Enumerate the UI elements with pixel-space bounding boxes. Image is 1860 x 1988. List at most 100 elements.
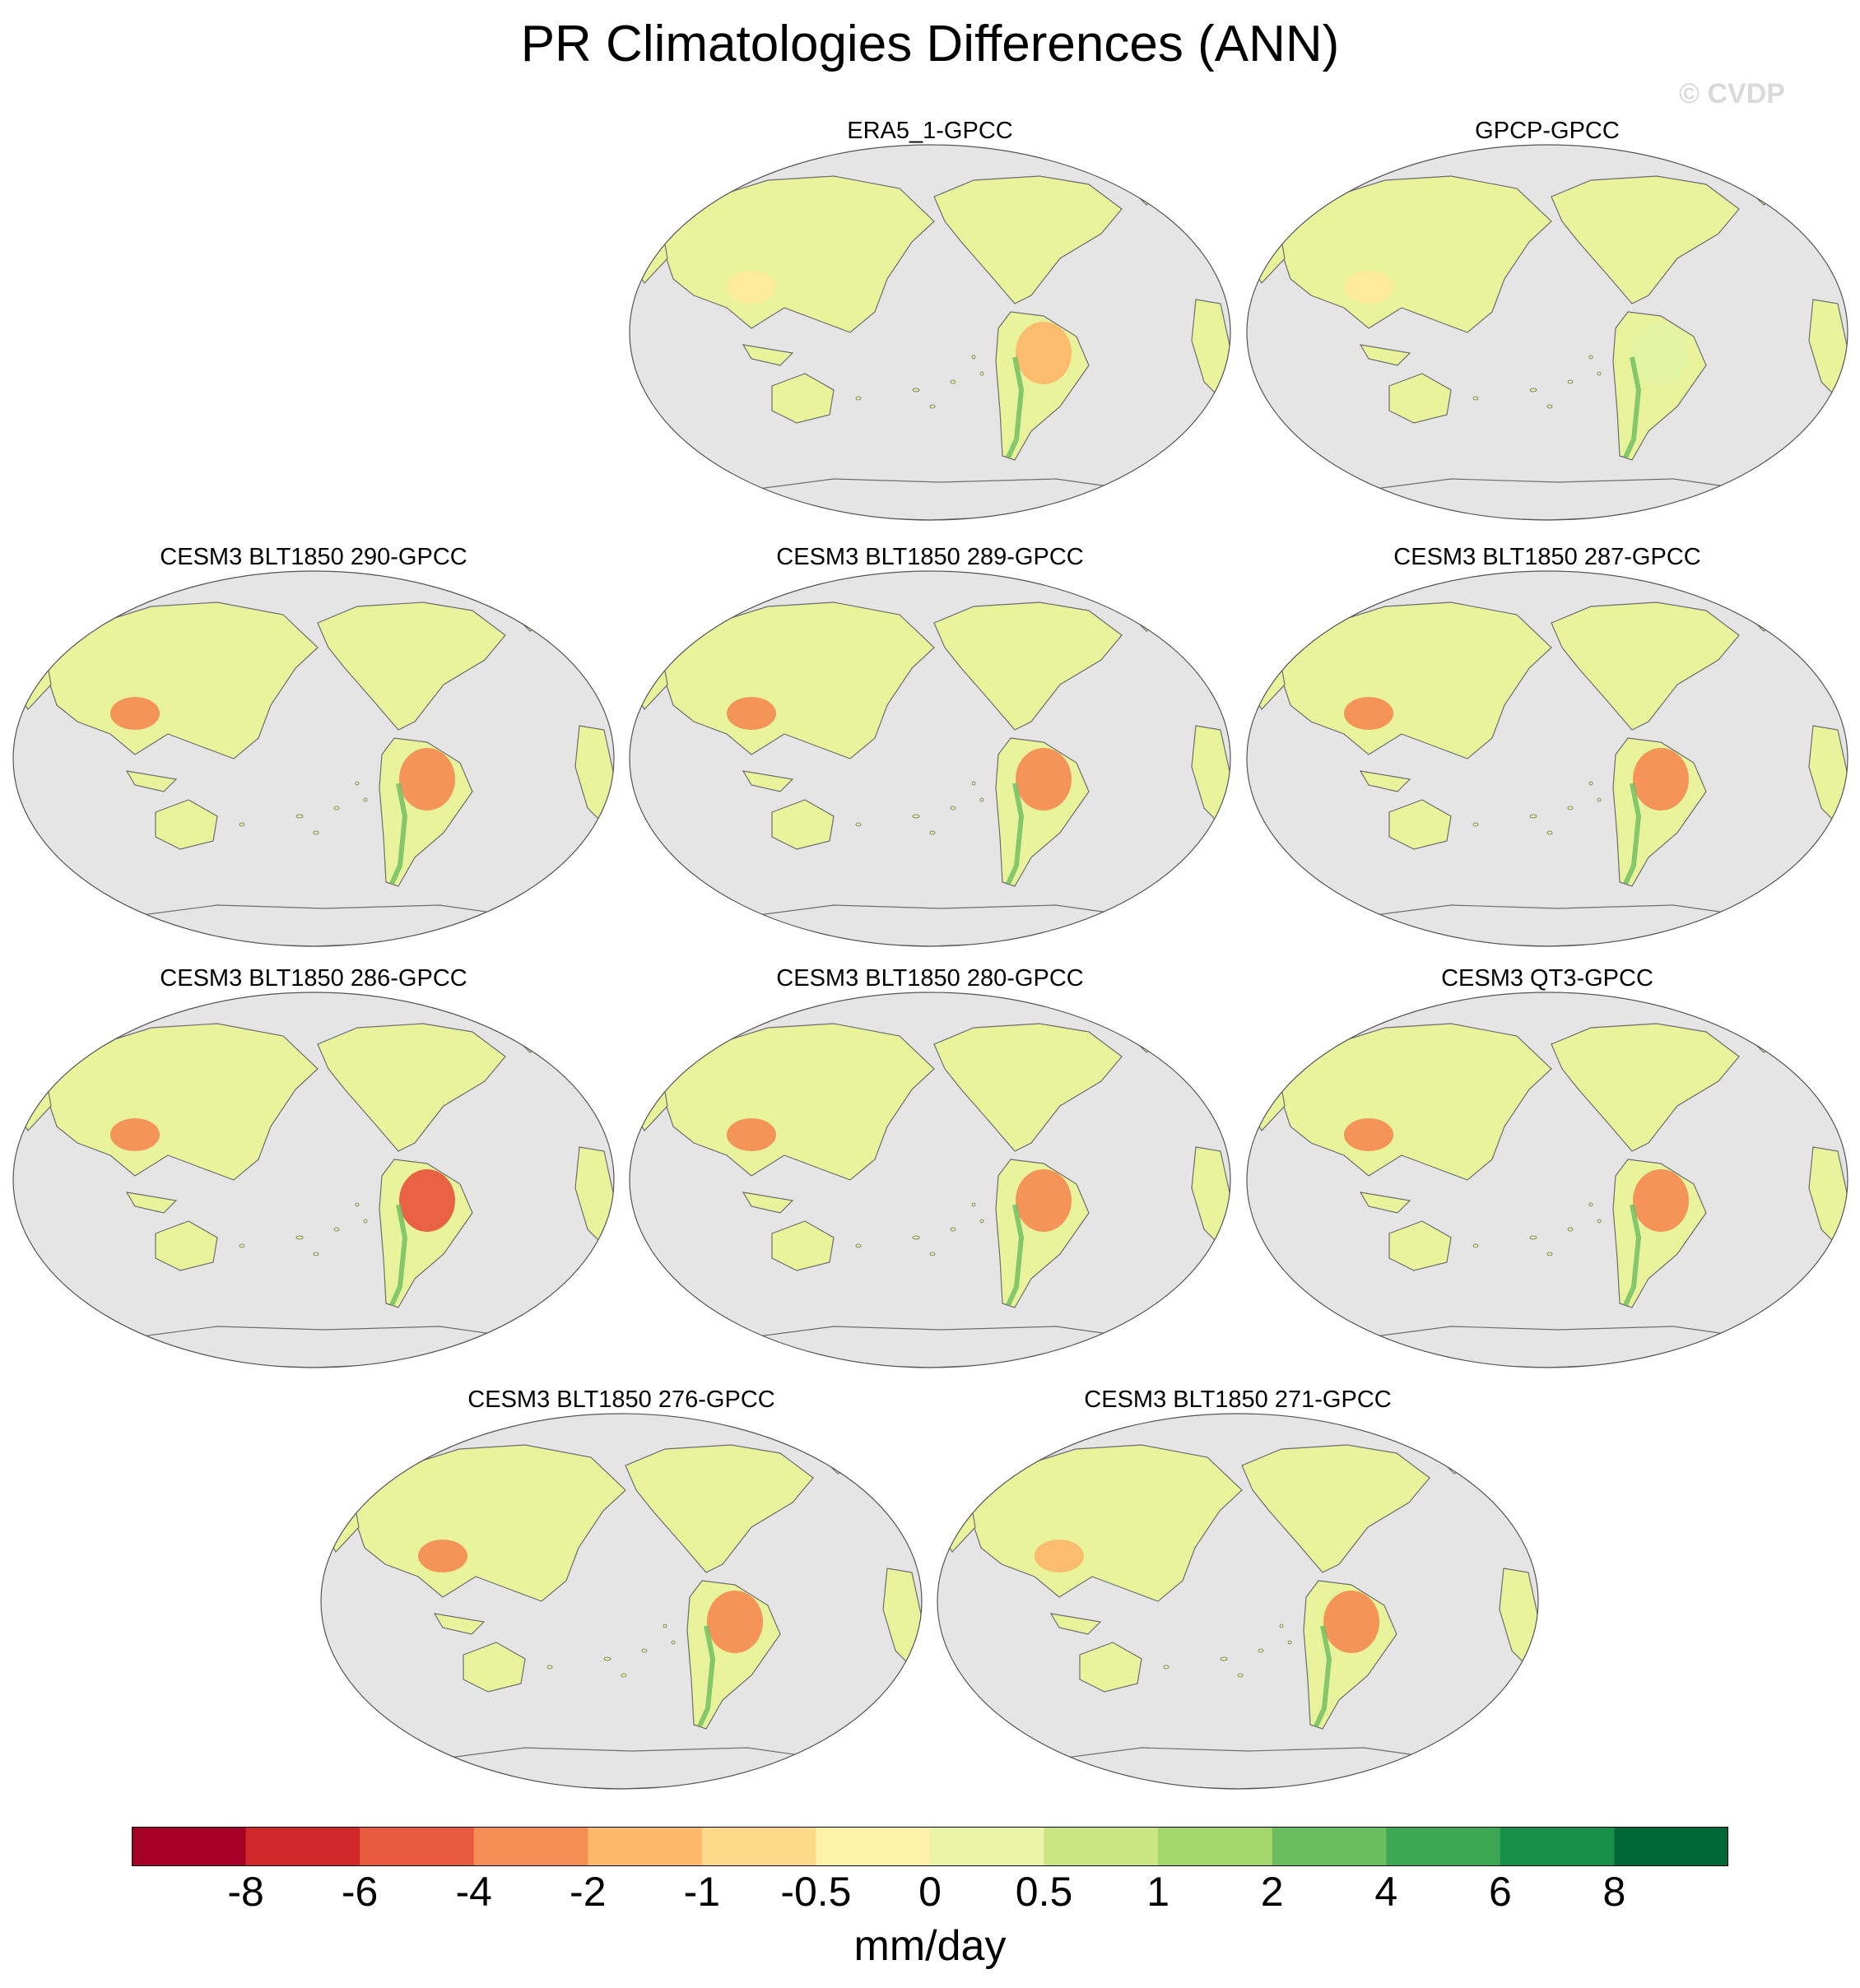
asia-anomaly bbox=[1035, 1540, 1084, 1572]
colorbar-swatch bbox=[701, 1828, 816, 1865]
colorbar-tick-label: -4 bbox=[455, 1869, 492, 1915]
colorbar-tick-label: 6 bbox=[1488, 1869, 1512, 1915]
colorbar-swatch bbox=[816, 1828, 931, 1865]
andes-wet-band bbox=[1006, 783, 1025, 885]
landmass-antarctica bbox=[1343, 478, 1773, 520]
island bbox=[313, 1252, 319, 1256]
island bbox=[663, 1623, 667, 1628]
island bbox=[1588, 1202, 1593, 1207]
map-border bbox=[1246, 992, 1848, 1368]
asia-anomaly bbox=[1344, 271, 1393, 304]
island bbox=[295, 814, 304, 819]
island bbox=[979, 371, 984, 376]
island bbox=[950, 806, 956, 811]
island bbox=[1567, 806, 1574, 811]
landmass-antarctica bbox=[1343, 904, 1773, 946]
andes-wet-band bbox=[1314, 1625, 1332, 1728]
landmass-northAmerica bbox=[933, 175, 1123, 304]
world-map bbox=[629, 992, 1231, 1368]
island bbox=[1597, 1219, 1602, 1224]
asia-anomaly bbox=[1344, 1118, 1393, 1151]
landmass-australia bbox=[463, 1642, 526, 1693]
colorbar-tick-label: -1 bbox=[683, 1869, 721, 1915]
colorbar-tick-label: 0.5 bbox=[1015, 1869, 1073, 1915]
panel-title: ERA5_1-GPCC bbox=[847, 118, 1013, 144]
world-map bbox=[12, 992, 615, 1368]
landmass-antarctica bbox=[1034, 1747, 1463, 1789]
island bbox=[912, 388, 920, 392]
landmass-northAmerica bbox=[1551, 175, 1740, 304]
asia-anomaly bbox=[110, 1118, 160, 1151]
panel-title: CESM3 BLT1850 290-GPCC bbox=[160, 544, 467, 570]
world-map bbox=[937, 1413, 1539, 1790]
colorbar-swatch bbox=[1386, 1828, 1501, 1865]
landmass-northAmerica bbox=[1551, 602, 1740, 731]
asia-anomaly bbox=[727, 1118, 776, 1151]
amazon-anomaly bbox=[707, 1591, 763, 1653]
amazon-anomaly bbox=[399, 748, 455, 811]
map-border bbox=[629, 570, 1231, 947]
landmass-maritime bbox=[1359, 770, 1411, 792]
island bbox=[313, 830, 319, 835]
map-panel: CESM3 BLT1850 286-GPCC bbox=[12, 964, 616, 1369]
island bbox=[912, 1235, 920, 1240]
colorbar-tick-label: 0 bbox=[918, 1869, 942, 1915]
island bbox=[1472, 822, 1479, 827]
island bbox=[333, 1227, 340, 1232]
panel-title: CESM3 BLT1850 286-GPCC bbox=[160, 965, 467, 992]
landmass-australia bbox=[771, 799, 835, 850]
map-panel: CESM3 BLT1850 271-GPCC bbox=[936, 1386, 1540, 1791]
island bbox=[1279, 1623, 1284, 1628]
island bbox=[1546, 830, 1553, 835]
island bbox=[1567, 1227, 1574, 1232]
island bbox=[363, 1219, 368, 1224]
island bbox=[855, 396, 862, 401]
island bbox=[1588, 781, 1593, 786]
island bbox=[1529, 814, 1537, 819]
island bbox=[929, 404, 936, 409]
island bbox=[355, 781, 360, 786]
landmass-antarctica bbox=[726, 478, 1156, 520]
island bbox=[979, 797, 984, 802]
landmass-antarctica bbox=[109, 1326, 539, 1368]
island bbox=[1163, 1665, 1169, 1670]
andes-wet-band bbox=[1006, 1204, 1025, 1307]
landmass-maritime bbox=[433, 1613, 486, 1635]
island bbox=[971, 781, 976, 786]
amazon-anomaly bbox=[1633, 1169, 1689, 1232]
world-map bbox=[320, 1413, 923, 1790]
cvdp-watermark: © CVDP bbox=[1679, 78, 1785, 109]
map-border bbox=[320, 1413, 923, 1790]
landmass-maritime bbox=[742, 344, 794, 366]
andes-wet-band bbox=[389, 783, 408, 885]
asia-anomaly bbox=[110, 697, 160, 730]
colorbar-tick-label: 4 bbox=[1374, 1869, 1398, 1915]
amazon-anomaly bbox=[1016, 1169, 1072, 1232]
panel-title: CESM3 QT3-GPCC bbox=[1441, 965, 1653, 992]
map-border bbox=[1246, 144, 1848, 521]
colorbar-tick-label: -2 bbox=[570, 1869, 607, 1915]
map-panel: CESM3 BLT1850 289-GPCC bbox=[628, 543, 1232, 948]
island bbox=[1258, 1648, 1264, 1653]
map-border bbox=[629, 992, 1231, 1368]
landmass-maritime bbox=[1359, 1191, 1411, 1214]
world-map bbox=[1246, 570, 1848, 947]
colorbar-frame bbox=[132, 1827, 1728, 1866]
andes-wet-band bbox=[1623, 356, 1642, 459]
map-border bbox=[12, 570, 615, 947]
landmass-antarctica bbox=[109, 904, 539, 946]
landmass-antarctica bbox=[726, 904, 1156, 946]
island bbox=[971, 1202, 976, 1207]
andes-wet-band bbox=[697, 1625, 716, 1728]
map-border bbox=[1246, 570, 1848, 947]
island bbox=[603, 1656, 611, 1661]
panel-title: CESM3 BLT1850 289-GPCC bbox=[776, 544, 1084, 570]
map-panel: CESM3 QT3-GPCC bbox=[1245, 964, 1849, 1369]
panel-title: CESM3 BLT1850 280-GPCC bbox=[776, 965, 1084, 992]
island bbox=[239, 822, 245, 827]
figure-title: PR Climatologies Differences (ANN) bbox=[520, 16, 1340, 72]
world-map bbox=[629, 144, 1231, 521]
island bbox=[1237, 1673, 1244, 1678]
island bbox=[621, 1673, 627, 1678]
island bbox=[855, 1243, 862, 1248]
